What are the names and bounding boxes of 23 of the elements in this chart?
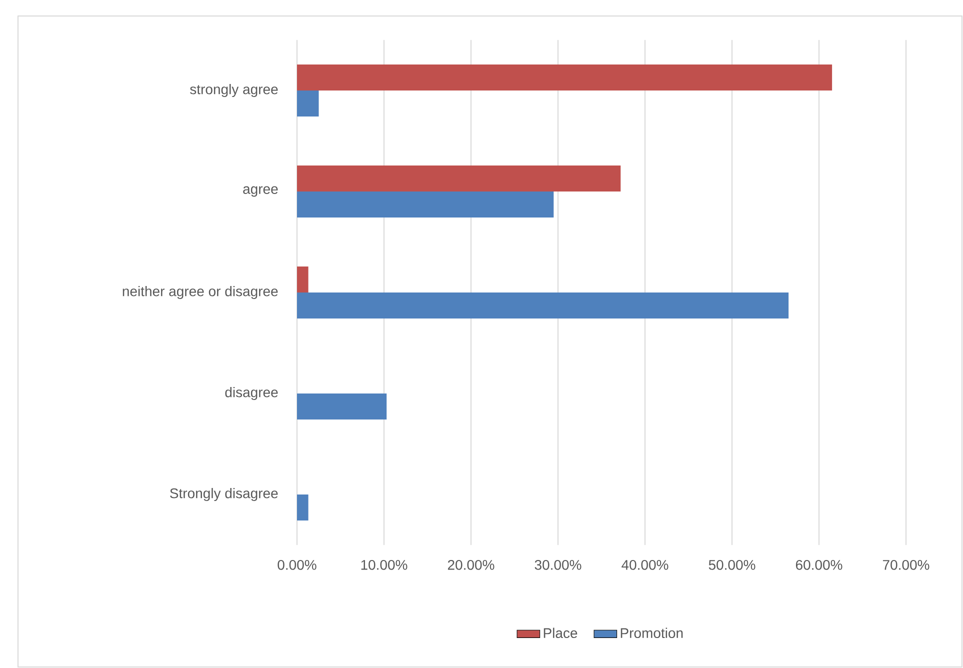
bar [297,166,621,192]
bar [297,494,308,520]
x-tick-label: 30.00% [534,560,582,570]
bar [297,192,554,218]
y-tick-label: disagree [225,386,278,400]
x-tick-label: 50.00% [708,560,756,570]
x-tick-label: 40.00% [622,560,668,570]
x-tick-label: 70.00% [882,560,930,570]
y-tick-label: neither agree or disagree [122,286,278,300]
bar [297,292,789,318]
x-tick-label: 0.00% [278,560,316,570]
y-tick-label: Strongly disagree [170,488,278,502]
legend-label: Promotion [620,628,683,638]
x-tick-label: 10.00% [361,560,408,570]
x-tick-label: 20.00% [448,560,494,570]
bar [297,266,308,292]
bar [297,90,319,117]
bar [297,394,387,420]
x-tick-label: 60.00% [796,560,842,570]
y-tick-label: strongly agree [190,84,278,98]
legend-label: Place [544,628,578,638]
y-tick-label: agree [243,186,278,197]
bar [297,64,832,90]
